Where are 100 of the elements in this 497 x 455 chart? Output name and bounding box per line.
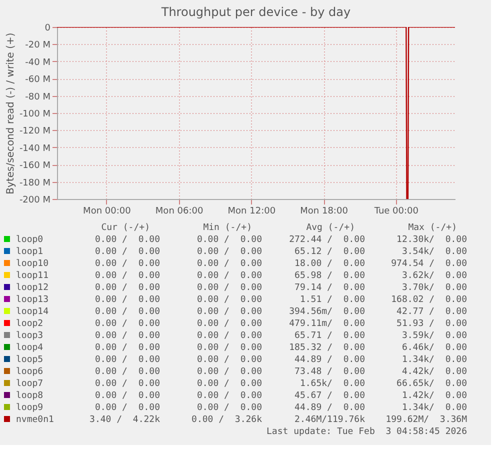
text: 0.00 / 0.00 — [94, 235, 160, 245]
text: 0.00 / 0.00 — [196, 403, 262, 413]
text: 3.70k/ 0.00 — [402, 283, 467, 293]
x-tick-label: Mon 00:00 — [83, 206, 132, 216]
y-axis-title: Bytes/second read (-) / write (+) — [5, 32, 16, 194]
text: 42.77 / 0.00 — [396, 307, 467, 317]
text: 0.00 / 0.00 — [94, 331, 160, 341]
legend-label: loop0 — [16, 235, 44, 245]
text: 168.02 / 0.00 — [391, 295, 467, 305]
y-tick-label: 0 — [44, 24, 51, 34]
text: 0.00 / 0.00 — [94, 271, 160, 281]
chart-title: Throughput per device - by day — [160, 5, 351, 19]
text: 0.00 / 0.00 — [196, 295, 262, 305]
legend-label: loop2 — [16, 319, 44, 329]
text: 0.00 / 0.00 — [196, 235, 262, 245]
legend-label: loop12 — [16, 283, 49, 293]
legend-label: loop8 — [16, 391, 44, 401]
y-tick-label: -140 M — [19, 144, 50, 154]
x-tick-label: Mon 06:00 — [155, 206, 204, 216]
text: 0.00 / 0.00 — [94, 259, 160, 269]
text: 0.00 / 0.00 — [196, 367, 262, 377]
text: 0.00 / 3.26k — [192, 415, 263, 425]
text: 18.00 / 0.00 — [294, 259, 365, 269]
text: 394.56m/ 0.00 — [289, 307, 365, 317]
text: 0.00 / 0.00 — [196, 331, 262, 341]
text: 3.62k/ 0.00 — [402, 271, 467, 281]
y-tick-label: -60 M — [25, 75, 50, 86]
text: 0.00 / 0.00 — [94, 367, 160, 377]
text: 44.89 / 0.00 — [294, 355, 365, 365]
text: 0.00 / 0.00 — [94, 343, 160, 353]
text: 3.59k/ 0.00 — [402, 331, 467, 341]
text: 0.00 / 0.00 — [94, 307, 160, 317]
text: 4.42k/ 0.00 — [402, 367, 467, 377]
text: 0.00 / 0.00 — [196, 259, 262, 269]
text: 3.40 / 4.22k — [90, 415, 161, 425]
text: 0.00 / 0.00 — [196, 355, 262, 365]
text: 0.00 / 0.00 — [196, 391, 262, 401]
text: 65.98 / 0.00 — [294, 271, 365, 281]
text: 0.00 / 0.00 — [94, 295, 160, 305]
y-tick-label: -100 M — [19, 110, 50, 120]
x-tick-label: Mon 12:00 — [228, 206, 276, 216]
text: 0.00 / 0.00 — [196, 319, 262, 329]
text: 51.93 / 0.00 — [396, 319, 467, 329]
text: 66.65k/ 0.00 — [396, 379, 467, 389]
text: 0.00 / 0.00 — [196, 379, 262, 389]
text: 2.46M/119.76k — [294, 415, 366, 425]
text: 73.48 / 0.00 — [294, 367, 365, 377]
text: 79.14 / 0.00 — [294, 283, 365, 293]
text: 0.00 / 0.00 — [196, 307, 262, 317]
y-tick-label: -40 M — [25, 58, 50, 68]
y-tick-label: -120 M — [19, 126, 50, 137]
legend-label: loop10 — [16, 259, 49, 269]
text: 65.12 / 0.00 — [294, 247, 365, 257]
text: 479.11m/ 0.00 — [289, 319, 365, 329]
text: 44.89 / 0.00 — [294, 403, 365, 413]
legend-label: loop14 — [16, 307, 49, 317]
text: 1.42k/ 0.00 — [402, 391, 467, 401]
legend-label: loop3 — [16, 331, 44, 341]
x-tick-label: Tue 00:00 — [373, 206, 419, 216]
legend-label: nvme0n1 — [16, 415, 54, 425]
text: 0.00 / 0.00 — [196, 283, 262, 293]
y-tick-label: -180 M — [19, 178, 50, 188]
text: Max (-/+) — [408, 223, 457, 233]
y-tick-label: -160 M — [19, 161, 50, 172]
text: 0.00 / 0.00 — [94, 355, 160, 365]
legend-label: loop5 — [16, 355, 44, 365]
legend-label: loop1 — [16, 247, 44, 257]
legend-label: loop13 — [16, 295, 49, 305]
text: 199.62M/ 3.36M — [386, 415, 468, 425]
text: 0.00 / 0.00 — [94, 319, 160, 329]
legend-label: loop6 — [16, 367, 44, 377]
text: 272.44 / 0.00 — [289, 235, 365, 245]
y-tick-label: -200 M — [19, 196, 50, 206]
text: 185.32 / 0.00 — [289, 343, 365, 353]
legend-label: loop11 — [16, 271, 49, 281]
text: 1.51 / 0.00 — [300, 295, 365, 305]
text: 6.46k/ 0.00 — [402, 343, 467, 353]
legend-label: loop4 — [16, 343, 44, 353]
legend-label: loop9 — [16, 403, 44, 413]
text: 0.00 / 0.00 — [94, 247, 160, 257]
legend-label: loop7 — [16, 379, 44, 389]
text: Cur (-/+) — [101, 223, 150, 233]
text: 65.71 / 0.00 — [294, 331, 365, 341]
text: Min (-/+) — [203, 223, 252, 233]
text: 3.54k/ 0.00 — [402, 247, 467, 257]
text: 45.67 / 0.00 — [294, 391, 365, 401]
text: 0.00 / 0.00 — [94, 379, 160, 389]
text: 974.54 / 0.00 — [391, 259, 467, 269]
text: 12.30k/ 0.00 — [396, 235, 467, 245]
text: Avg (-/+) — [306, 223, 355, 233]
text: 1.34k/ 0.00 — [402, 403, 467, 413]
y-tick-label: -20 M — [25, 40, 50, 51]
text: 0.00 / 0.00 — [196, 247, 262, 257]
text: 0.00 / 0.00 — [94, 283, 160, 293]
text: 0.00 / 0.00 — [94, 391, 160, 401]
text: 1.34k/ 0.00 — [402, 355, 467, 365]
text: 0.00 / 0.00 — [196, 343, 262, 353]
text: 0.00 / 0.00 — [94, 403, 160, 413]
x-tick-label: Mon 18:00 — [300, 206, 348, 216]
text: 1.65k/ 0.00 — [300, 379, 365, 389]
